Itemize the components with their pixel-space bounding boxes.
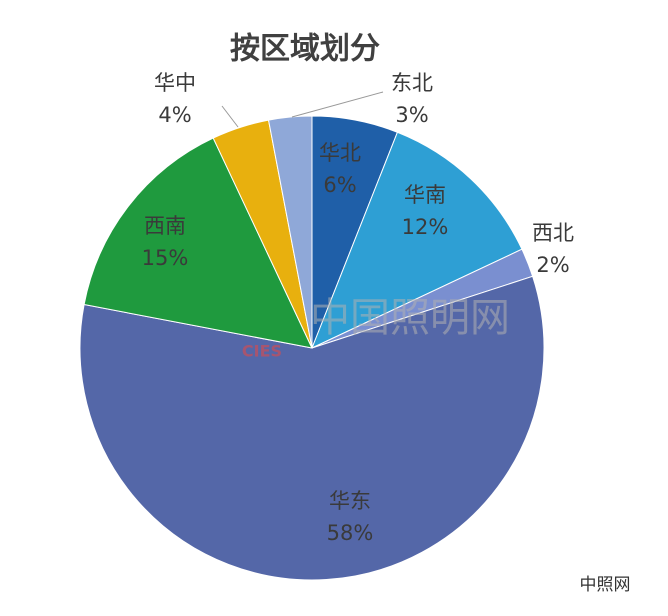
footer-mark: 中照网 <box>580 575 631 595</box>
value-label: 15% <box>142 246 189 270</box>
leader-line <box>291 91 384 118</box>
pie-slice <box>79 275 545 581</box>
watermark-site: 中国照明网 <box>310 295 510 341</box>
category-label: 华中 <box>154 71 196 95</box>
watermark-logo: CIES <box>242 342 282 361</box>
pie-slice <box>83 137 313 349</box>
leader-line <box>221 105 239 128</box>
value-label: 3% <box>395 103 428 127</box>
category-label: 西南 <box>144 214 186 238</box>
category-label: 西北 <box>532 221 574 245</box>
value-label: 12% <box>402 215 449 239</box>
category-label: 东北 <box>391 71 433 95</box>
value-label: 58% <box>327 521 374 545</box>
category-label: 华东 <box>329 489 371 513</box>
value-label: 4% <box>158 103 191 127</box>
chart-title: 按区域划分 <box>230 32 380 67</box>
category-label: 华北 <box>319 141 361 165</box>
category-label: 华南 <box>404 183 446 207</box>
labels: 华北 6% 华南 12% 西北 2% 华东 58% 西南 15% 华中 4% 东北 3% <box>142 71 574 545</box>
pie-slice <box>267 115 313 349</box>
pie <box>79 115 545 581</box>
value-label: 6% <box>323 173 356 197</box>
pie-slice <box>311 131 523 349</box>
value-label: 2% <box>536 253 569 277</box>
